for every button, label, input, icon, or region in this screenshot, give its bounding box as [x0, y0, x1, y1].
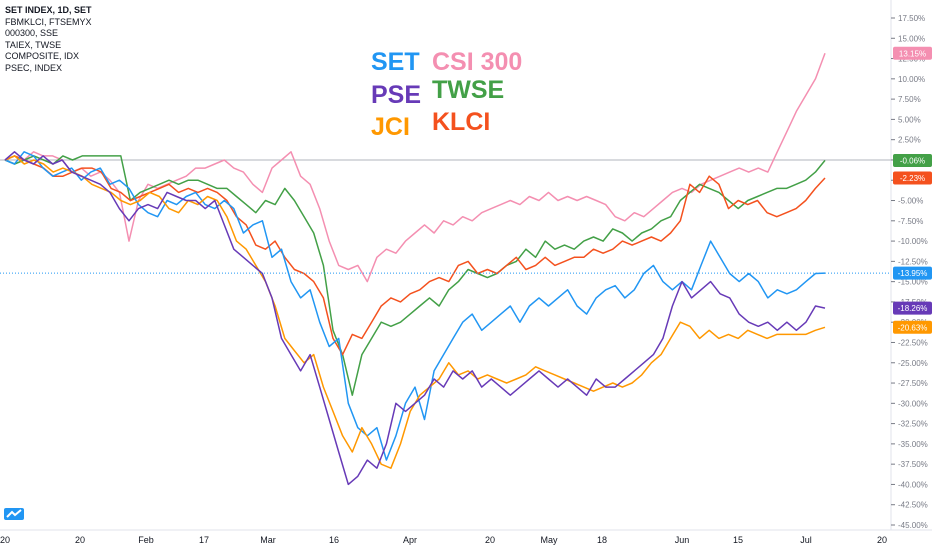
symbol-list: SET INDEX, 1D, SET FBMKLCI, FTSEMYX 0003…	[5, 5, 92, 74]
last-value-badge-pse	[893, 301, 932, 315]
y-tick-label: 17.50%	[898, 14, 925, 23]
symbol-label[interactable]: PSEC, INDEX	[5, 62, 63, 73]
x-tick-label: 18	[597, 535, 607, 545]
symbol-label[interactable]: 000300, SSE	[5, 28, 59, 38]
last-value-text-set: -13.95%	[898, 269, 928, 278]
x-tick-label: May	[540, 535, 558, 545]
tradingview-logo-icon[interactable]	[4, 508, 24, 520]
last-value-text-pse: -18.26%	[898, 304, 928, 313]
y-tick-label: -27.50%	[898, 379, 928, 388]
x-tick-label: Mar	[260, 535, 276, 545]
y-tick-label: 7.50%	[898, 95, 921, 104]
symbol-label[interactable]: SET INDEX, 1D, SET	[5, 5, 92, 15]
last-value-badge-jci	[893, 320, 932, 334]
legend-csi300: CSI 300	[432, 48, 523, 76]
time-axis[interactable]: 20 20 Feb 17 Mar 16 Apr 20 May 18 Jun 15 Jul 20	[0, 529, 932, 545]
y-tick-label: -42.50%	[898, 501, 928, 510]
x-tick-label: Apr	[403, 535, 417, 545]
y-tick-label: -40.00%	[898, 480, 928, 489]
last-value-text-twse: -0.06%	[900, 156, 925, 165]
last-value-badge-csi	[893, 46, 932, 60]
y-tick-label: -25.00%	[898, 359, 928, 368]
y-tick-label: -30.00%	[898, 399, 928, 408]
x-tick-label: Jun	[675, 535, 690, 545]
y-tick-label: -22.50%	[898, 338, 928, 347]
last-value-text-jci: -20.63%	[898, 323, 928, 332]
y-tick-label: 10.00%	[898, 75, 925, 84]
last-value-badges: -13.95% 13.15% -18.26% -0.06% -20.63% -2.23%	[893, 46, 932, 334]
x-tick-label: 17	[199, 535, 209, 545]
y-tick-label: -32.50%	[898, 420, 928, 429]
legend-klci: KLCI	[432, 108, 491, 136]
symbol-label[interactable]: TAIEX, TWSE	[5, 39, 62, 50]
x-tick-label: 20	[0, 535, 10, 545]
symbol-label[interactable]: COMPOSITE, IDX	[5, 51, 80, 61]
x-tick-label: 20	[485, 535, 495, 545]
price-axis[interactable]: 17.50%15.00%12.50%10.00%7.50%5.00%2.50%0…	[890, 0, 928, 530]
last-value-text-klci: -2.23%	[900, 174, 925, 183]
y-tick-label: -15.00%	[898, 278, 928, 287]
series-line-klci[interactable]	[4, 155, 826, 356]
legend-jci: JCI	[371, 113, 410, 141]
x-tick-label: 20	[877, 535, 887, 545]
symbol-label[interactable]: FBMKLCI, FTSEMYX	[5, 16, 92, 27]
last-value-badge-twse	[893, 153, 932, 167]
y-tick-label: -45.00%	[898, 521, 928, 530]
y-tick-label: -5.00%	[898, 197, 923, 206]
y-tick-label: -37.50%	[898, 460, 928, 469]
last-value-text-csi: 13.15%	[899, 49, 926, 58]
y-tick-label: -10.00%	[898, 237, 928, 246]
x-tick-label: 16	[329, 535, 339, 545]
legend-twse: TWSE	[432, 76, 505, 104]
legend-pse: PSE	[371, 81, 422, 109]
x-tick-label: 20	[75, 535, 85, 545]
series-line-jci[interactable]	[4, 155, 826, 469]
series-line-twse[interactable]	[4, 155, 826, 396]
series-line-pse[interactable]	[4, 151, 826, 486]
x-tick-label: Jul	[800, 535, 812, 545]
y-tick-label: 15.00%	[898, 34, 925, 43]
y-tick-label: 5.00%	[898, 115, 921, 124]
x-tick-label: Feb	[138, 535, 154, 545]
last-value-badge-klci	[893, 171, 932, 185]
series-lines	[0, 53, 891, 486]
y-tick-label: -35.00%	[898, 440, 928, 449]
y-tick-label: -12.50%	[898, 257, 928, 266]
legend-set: SET	[371, 48, 420, 76]
x-tick-label: 15	[733, 535, 743, 545]
y-tick-label: 2.50%	[898, 136, 921, 145]
last-value-badge-set	[893, 266, 932, 280]
y-tick-label: -7.50%	[898, 217, 923, 226]
